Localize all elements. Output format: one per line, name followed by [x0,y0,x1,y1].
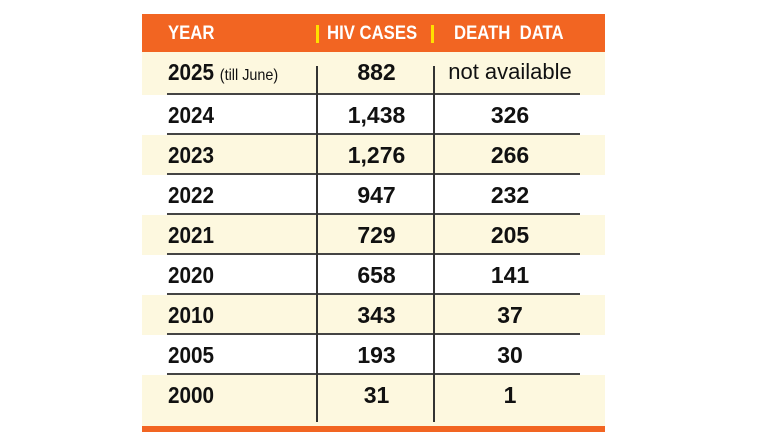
year-value: 2010 [168,302,215,328]
column-divider [316,66,318,422]
year-note: (till June) [219,67,279,84]
row-divider [167,373,580,375]
header-year: YEAR [168,23,215,44]
death-data-cell: not available [448,59,572,84]
year-cell: 2020 [168,262,214,289]
row-divider [167,333,580,335]
table-row: 2024 1,438 326 [142,95,605,135]
death-data-cell: 1 [503,382,517,408]
year-value: 2005 [168,342,215,368]
hiv-cases-cell: 882 [357,59,396,85]
year-cell: 2023 [168,142,214,169]
row-divider [167,93,580,95]
table-row: 2000 31 1 [142,375,605,415]
year-cell: 2010 [168,302,214,329]
header-hiv-cases: HIV CASES [327,23,418,44]
year-value: 2000 [168,382,215,408]
death-data-cell: 232 [490,182,530,208]
year-cell: 2000 [168,382,214,409]
table-row: 2022 947 232 [142,175,605,215]
header-separator [316,25,319,43]
header-death-data: DEATH DATA [454,23,564,44]
death-data-cell: 205 [490,222,530,248]
death-data-cell: 266 [490,142,530,168]
year-cell: 2025 (till June) [168,59,278,86]
year-value: 2024 [168,102,215,128]
hiv-cases-cell: 193 [357,342,396,368]
year-value: 2022 [168,182,215,208]
hiv-cases-cell: 31 [363,382,390,408]
year-cell: 2022 [168,182,214,209]
hiv-cases-cell: 343 [357,302,396,328]
row-divider [167,133,580,135]
year-value: 2021 [168,222,215,248]
death-data-cell: 326 [490,102,530,128]
table-header: YEAR HIV CASES DEATH DATA [142,14,605,52]
column-divider [433,66,435,422]
year-value: 2023 [168,142,215,168]
header-separator [431,25,434,43]
row-divider [167,213,580,215]
hiv-cases-cell: 1,276 [347,142,406,168]
footer-bar [142,426,605,432]
table-row: 2023 1,276 266 [142,135,605,175]
year-cell: 2024 [168,102,214,129]
hiv-cases-cell: 1,438 [347,102,406,128]
year-cell: 2021 [168,222,214,249]
hiv-cases-cell: 947 [357,182,396,208]
year-value: 2020 [168,262,215,288]
hiv-cases-cell: 658 [357,262,396,288]
table-row: 2025 (till June) 882 not available [142,52,605,95]
year-value: 2025 [168,59,215,85]
row-divider [167,173,580,175]
table-row: 2005 193 30 [142,335,605,375]
table-row: 2020 658 141 [142,255,605,295]
table-row: 2021 729 205 [142,215,605,255]
hiv-data-table: YEAR HIV CASES DEATH DATA 2025 (till Jun… [142,14,605,432]
table-row: 2010 343 37 [142,295,605,335]
death-data-cell: 30 [497,342,523,368]
year-cell: 2005 [168,342,214,369]
death-data-cell: 141 [490,262,530,288]
row-divider [167,253,580,255]
death-data-cell: 37 [497,302,523,328]
row-divider [167,293,580,295]
hiv-cases-cell: 729 [357,222,396,248]
